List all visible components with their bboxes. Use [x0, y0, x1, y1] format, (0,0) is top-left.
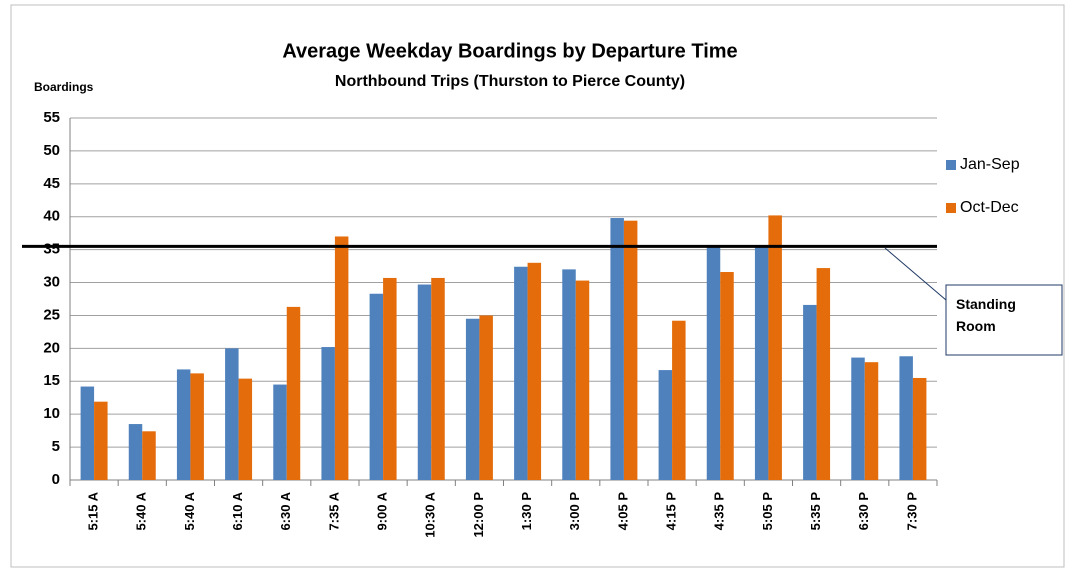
bar — [321, 347, 335, 480]
bar — [190, 373, 204, 480]
chart-frame — [10, 4, 1065, 568]
bar — [431, 277, 445, 480]
x-tick-label: 5:40 A — [182, 491, 197, 530]
x-tick-label: 5:15 A — [86, 491, 101, 530]
bar — [238, 378, 253, 480]
annotation: Standing Room — [956, 296, 1016, 334]
bar — [706, 246, 721, 480]
bar — [623, 220, 638, 480]
x-tick-label: 4:35 P — [712, 492, 727, 531]
bar — [142, 431, 156, 480]
bar — [383, 277, 397, 480]
legend-swatch — [946, 160, 956, 170]
bar — [273, 384, 287, 480]
bar — [768, 215, 782, 481]
bar — [575, 280, 590, 480]
x-tick-label: 4:15 P — [664, 492, 679, 531]
y-tick-label: 25 — [43, 306, 60, 323]
chart-subtitle: Northbound Trips (Thurston to Pierce Cou… — [335, 73, 685, 90]
annotation-box — [945, 284, 1063, 356]
legend-swatch — [946, 203, 956, 213]
y-tick-label: 45 — [43, 175, 60, 192]
y-tick-label: 50 — [43, 142, 60, 159]
x-tick-label: 6:10 A — [230, 491, 245, 530]
x-tick-label: 10:30 A — [423, 491, 438, 537]
bar — [225, 348, 239, 480]
bar — [479, 315, 493, 480]
legend-label: Jan-Sep — [960, 156, 1020, 173]
bar — [672, 320, 686, 480]
bar — [912, 377, 927, 480]
bar — [658, 370, 673, 480]
bar — [864, 362, 879, 480]
y-axis-label: Boardings — [34, 80, 94, 94]
bar — [754, 246, 769, 480]
bar — [465, 318, 480, 480]
bar — [94, 401, 108, 480]
annotation-leader — [884, 247, 947, 301]
bar — [369, 293, 384, 480]
x-tick-label: 7:35 A — [326, 491, 341, 530]
y-tick-label: 20 — [43, 339, 60, 356]
bar — [562, 269, 576, 480]
chart-title: Average Weekday Boardings by Departure T… — [282, 40, 737, 62]
x-tick-label: 9:00 A — [375, 491, 390, 530]
y-tick-label: 5 — [52, 438, 60, 455]
bar — [803, 304, 817, 480]
bar — [514, 266, 528, 480]
x-tick-label: 6:30 P — [856, 492, 871, 531]
bar — [851, 357, 865, 480]
x-tick-label: 5:05 P — [760, 492, 775, 531]
bar — [176, 369, 191, 480]
annotation-text: Standing Room — [956, 296, 1016, 334]
bar — [899, 356, 913, 480]
y-tick-label: 55 — [43, 109, 60, 126]
x-tick-label: 7:30 P — [904, 492, 919, 531]
legend-label: Oct-Dec — [960, 199, 1019, 216]
y-tick-label: 35 — [43, 241, 60, 258]
bar — [527, 262, 542, 480]
x-tick-label: 1:30 P — [519, 492, 534, 531]
bar — [816, 268, 831, 480]
x-tick-label: 6:30 A — [278, 491, 293, 530]
x-tick-label: 5:35 P — [808, 492, 823, 531]
x-tick-label: 3:00 P — [567, 492, 582, 531]
y-tick-label: 0 — [52, 471, 60, 488]
bar — [334, 236, 349, 480]
y-tick-label: 40 — [43, 208, 60, 225]
bar — [80, 386, 95, 480]
y-tick-label: 15 — [43, 372, 60, 389]
bar — [286, 306, 301, 480]
bar — [610, 218, 624, 480]
y-tick-label: 30 — [43, 274, 60, 291]
y-tick-label: 10 — [43, 405, 60, 422]
bar — [128, 424, 143, 480]
x-tick-label: 12:00 P — [471, 492, 486, 538]
bar — [417, 284, 432, 480]
bar — [720, 272, 734, 480]
x-tick-label: 4:05 P — [615, 492, 630, 531]
x-tick-label: 5:40 A — [134, 491, 149, 530]
